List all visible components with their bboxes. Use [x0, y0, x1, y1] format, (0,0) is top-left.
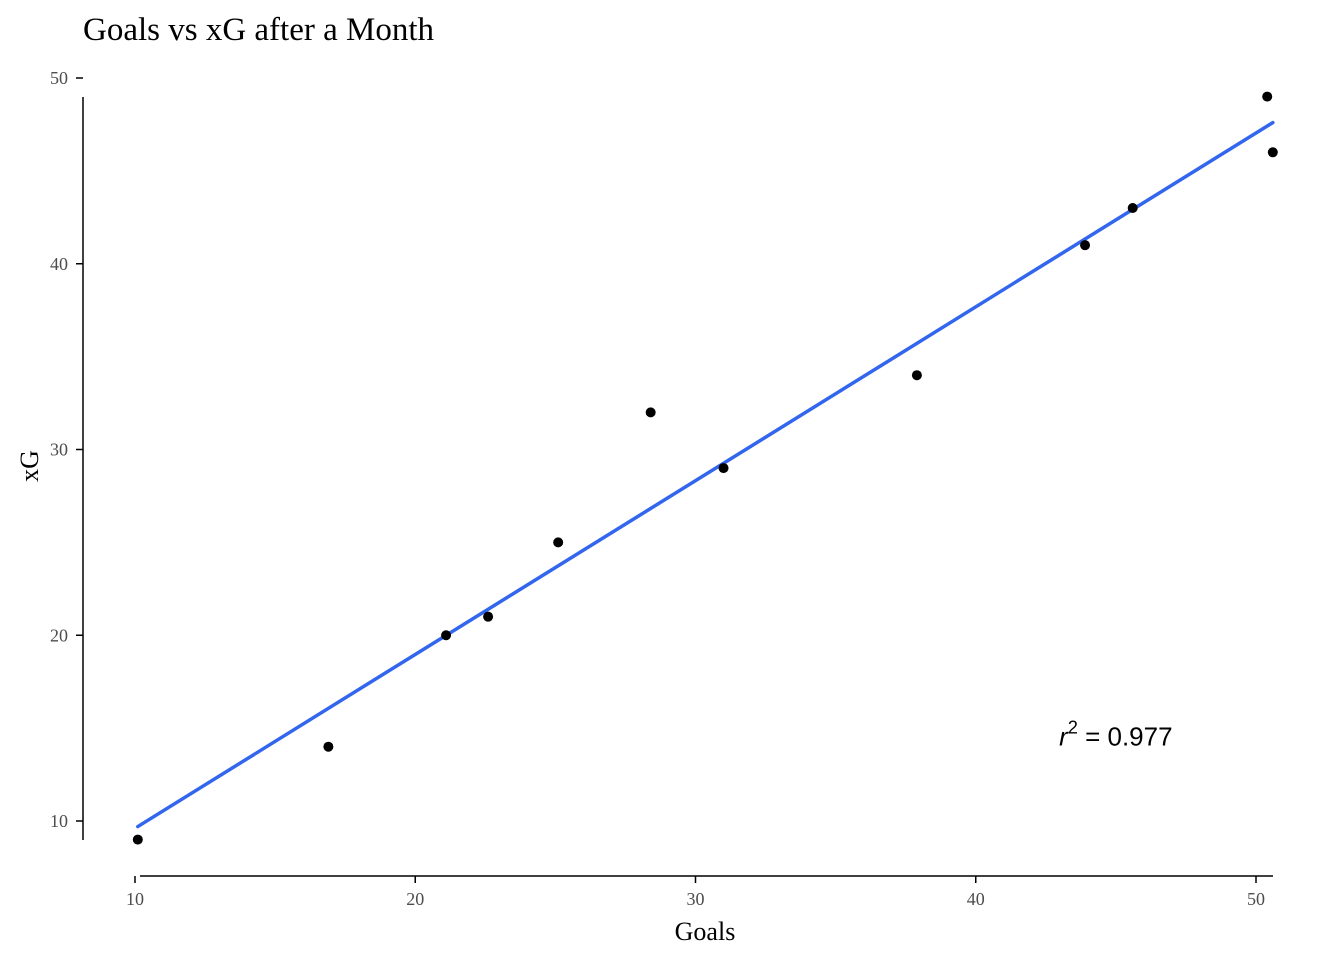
data-point	[132, 834, 143, 845]
r-squared-symbol: r	[1059, 721, 1069, 751]
chart-title: Goals vs xG after a Month	[83, 12, 435, 48]
data-point	[483, 611, 494, 622]
data-point	[718, 463, 729, 474]
data-points	[132, 91, 1278, 845]
y-axis-title: xG	[15, 450, 44, 482]
x-tick-label: 20	[406, 889, 424, 909]
data-point	[323, 741, 334, 752]
trend-line	[136, 120, 1275, 829]
data-point	[911, 370, 922, 381]
data-point	[441, 630, 452, 641]
data-point	[645, 407, 656, 418]
x-tick-label: 50	[1247, 889, 1265, 909]
x-axis: 10 20 30 40 50	[126, 875, 1273, 909]
plot-area	[132, 91, 1278, 845]
data-point	[1080, 240, 1091, 251]
y-tick-label: 50	[50, 68, 68, 88]
y-tick-label: 40	[50, 254, 68, 274]
r-squared-value: = 0.977	[1078, 721, 1173, 751]
x-tick-label: 40	[967, 889, 985, 909]
x-tick-label: 10	[126, 889, 144, 909]
y-axis: 10 20 30 40 50	[50, 68, 84, 840]
data-point	[1267, 147, 1278, 158]
data-point	[553, 537, 564, 548]
data-point	[1262, 91, 1273, 102]
data-point	[1127, 203, 1138, 214]
x-axis-title: Goals	[675, 917, 736, 946]
x-axis-ticks: 10 20 30 40 50	[126, 876, 1265, 909]
y-tick-label: 20	[50, 625, 68, 645]
y-axis-ticks: 10 20 30 40 50	[50, 68, 83, 831]
r-squared-annotation: r2 = 0.977	[1059, 717, 1172, 751]
y-tick-label: 30	[50, 440, 68, 460]
y-tick-label: 10	[50, 811, 68, 831]
r-squared-exponent: 2	[1068, 717, 1078, 737]
x-tick-label: 30	[687, 889, 705, 909]
